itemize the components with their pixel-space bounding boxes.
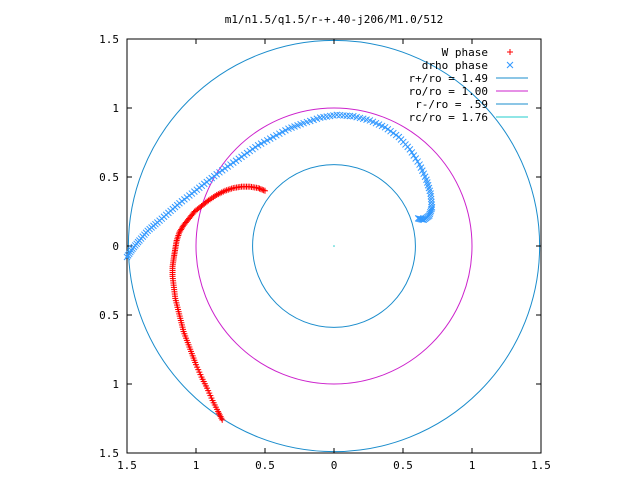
legend-label: r-/ro = .59 (415, 98, 488, 111)
x-tick-label: 0.5 (255, 459, 275, 472)
data-series (123, 111, 436, 423)
drho-phase-point (340, 112, 347, 119)
x-tick-label: 1 (469, 459, 476, 472)
drho-phase-point (384, 125, 392, 133)
y-tick-label: 1.5 (99, 33, 119, 46)
drho-phase-point (375, 121, 383, 128)
drho-phase-point (359, 115, 367, 123)
drho-phase-point (406, 146, 414, 153)
drho-phase-point (415, 215, 423, 223)
drho-phase-point (392, 131, 400, 139)
drho-phase-point (410, 152, 418, 159)
drho-phase-point (372, 119, 380, 127)
drho-phase-point (353, 113, 360, 121)
drho-phase-point (343, 112, 351, 120)
drho-phase-point (336, 111, 344, 119)
drho-phase-point (387, 127, 394, 135)
axis-ticks: 1.5 1 0.5 0 0.5 1 1.51.510.500.511.5 (99, 33, 551, 472)
drho-phase-point (408, 149, 416, 156)
drho-phase-point (426, 187, 434, 195)
drho-phase-point (356, 114, 364, 122)
y-tick-label: 0.5 (99, 171, 119, 184)
drho-phase-point (423, 179, 431, 186)
x-tick-label: 0 (331, 459, 338, 472)
series-drho-phase (123, 111, 436, 261)
x-tick-label: 1 (193, 459, 200, 472)
y-tick-label: 0 (112, 240, 119, 253)
drho-phase-point (349, 112, 357, 120)
drho-phase-point (417, 164, 425, 171)
drho-phase-point (427, 190, 434, 197)
drho-phase-point (424, 181, 432, 189)
y-tick-label: 1.5 (99, 447, 119, 460)
x-tick-label: 1.5 (531, 459, 551, 472)
circle-r-ro (252, 164, 416, 328)
drho-phase-point (421, 173, 429, 181)
drho-phase-point (369, 118, 377, 126)
y-tick-label: 0.5 (99, 309, 119, 322)
drho-phase-point (416, 161, 423, 168)
drho-phase-point (363, 116, 370, 123)
drho-phase-point (414, 158, 421, 165)
legend-label: rc/ro = 1.76 (409, 111, 488, 124)
drho-phase-point (389, 129, 397, 137)
drho-phase-point (417, 215, 424, 223)
legend-label: ro/ro = 1.00 (409, 85, 488, 98)
drho-phase-point (333, 111, 341, 119)
x-tick-label: 0.5 (393, 459, 413, 472)
legend-label: W phase (442, 46, 488, 59)
drho-phase-point (378, 122, 386, 130)
y-tick-label: 1 (112, 378, 119, 391)
drho-phase-point (381, 123, 389, 131)
drho-phase-point (425, 184, 433, 192)
drho-phase-point (418, 215, 425, 223)
drho-phase-point (427, 192, 435, 200)
drho-phase-point (423, 176, 430, 184)
drho-phase-point (427, 195, 435, 203)
drho-phase-point (420, 170, 428, 178)
drho-phase-point (412, 155, 420, 162)
drho-phase-point (506, 61, 514, 69)
drho-phase-point (414, 215, 422, 222)
drho-phase-point (418, 167, 426, 175)
center-point (333, 245, 335, 247)
chart-title: m1/n1.5/q1.5/r-+.40-j206/M1.0/512 (225, 13, 444, 26)
drho-phase-point (346, 112, 354, 120)
drho-phase-point (366, 117, 374, 124)
series-w-phase (169, 183, 268, 423)
legend-label: drho phase (422, 59, 488, 72)
drho-phase-point (428, 198, 435, 206)
x-tick-label: 1.5 (117, 459, 137, 472)
legend-label: r+/ro = 1.49 (409, 72, 488, 85)
y-tick-label: 1 (112, 102, 119, 115)
circle-roro (195, 107, 473, 385)
